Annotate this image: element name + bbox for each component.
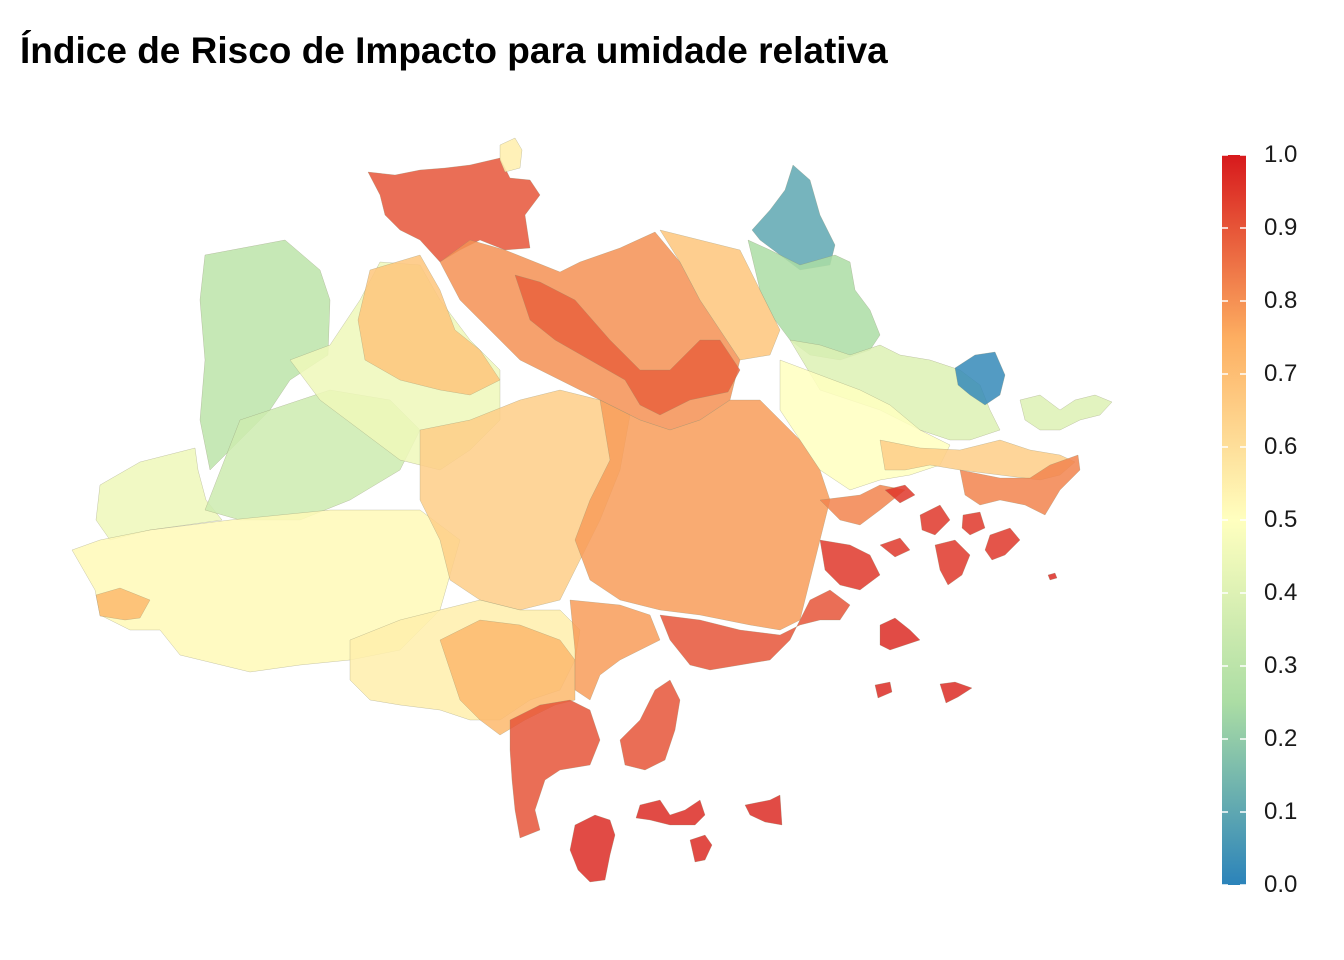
- region-east-blue-patch: [954, 351, 1006, 406]
- region-center-orange: [574, 399, 831, 631]
- region-south-red-column: [659, 589, 851, 671]
- region-islands-red: [879, 617, 921, 651]
- legend-tick-label: 1.0: [1264, 141, 1298, 168]
- region-southeast-red: [934, 539, 971, 586]
- region-islands-red: [1047, 572, 1058, 581]
- legend-tick-label: 0.4: [1264, 579, 1298, 606]
- region-islands-red: [689, 834, 713, 863]
- region-southeast-red: [884, 484, 916, 504]
- region-east-orange: [959, 454, 1081, 516]
- region-southeast-red: [879, 537, 911, 558]
- region-south-red-column: [619, 679, 681, 771]
- region-southeast-red: [919, 504, 951, 536]
- region-islands-red: [874, 681, 893, 699]
- map-title: Índice de Risco de Impacto para umidade …: [20, 30, 888, 71]
- region-southeast-red: [961, 511, 986, 536]
- map-regions: [71, 137, 1113, 883]
- legend-tick-label: 0.2: [1264, 725, 1298, 752]
- region-east-light-green: [1019, 394, 1113, 431]
- region-north-orange-red: [514, 274, 741, 416]
- region-southwest-orange: [95, 587, 151, 621]
- legend-tick-label: 0.3: [1264, 652, 1298, 679]
- region-north-red-block: [367, 157, 541, 263]
- region-southeast-red: [984, 527, 1021, 561]
- region-south-red-column: [509, 699, 601, 839]
- region-islands-red: [939, 681, 973, 704]
- legend-tick-label: 0.7: [1264, 360, 1298, 387]
- region-southeast-red: [819, 539, 881, 591]
- legend-tick-label: 0.9: [1264, 214, 1298, 241]
- region-islands-red: [635, 799, 706, 826]
- region-north-center-tan: [659, 229, 781, 361]
- region-north-tip-yellow: [499, 137, 523, 173]
- legend-tick-label: 0.6: [1264, 433, 1298, 460]
- region-islands-red: [744, 794, 783, 826]
- legend-tick-label: 0.5: [1264, 506, 1298, 533]
- region-northeast-green: [747, 239, 881, 361]
- region-north-center-tan: [357, 254, 501, 396]
- legend-tick-label: 0.1: [1264, 798, 1298, 825]
- region-islands-red: [569, 814, 616, 883]
- region-east-orange: [819, 484, 906, 526]
- region-center-orange: [569, 599, 661, 701]
- legend-tick-label: 0.8: [1264, 287, 1298, 314]
- legend-tick-marks: [1222, 154, 1246, 886]
- legend-tick-label: 0.0: [1264, 871, 1298, 898]
